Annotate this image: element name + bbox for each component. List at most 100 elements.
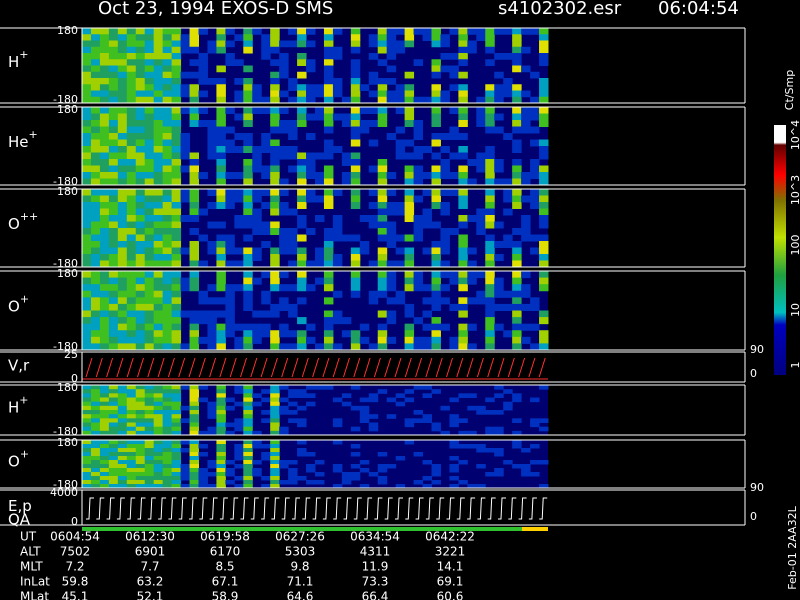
spectrogram-cell (171, 410, 182, 415)
spectrogram-cell (494, 113, 504, 121)
spectrogram-cell (234, 90, 244, 98)
spectrogram-cell (306, 452, 316, 457)
spectrogram-cell (225, 260, 235, 268)
spectrogram-cell (315, 247, 325, 255)
label-main: H (8, 52, 19, 70)
spectrogram-cell (135, 418, 146, 423)
spectrogram-cell (467, 297, 477, 305)
spectrogram-cell (162, 464, 173, 469)
spectrogram-cell (153, 389, 164, 394)
spectrogram-cell (82, 78, 92, 85)
spectrogram-cell (234, 78, 244, 85)
spectrogram-cell (503, 53, 513, 60)
spectrogram-cell (521, 271, 531, 279)
spectrogram-cell (440, 65, 450, 73)
spectrogram-cell (225, 189, 235, 196)
spectrogram-cell (144, 234, 155, 242)
spectrogram-cell (252, 277, 262, 285)
spectrogram-cell (243, 385, 253, 390)
spectrogram-cell (243, 107, 253, 114)
spectrogram-cell (144, 405, 155, 411)
spectrogram-cell (413, 343, 424, 351)
spectrogram-cell (144, 460, 155, 465)
spectrogram-cell (162, 414, 173, 419)
spectrogram-cell (153, 139, 164, 147)
spectrogram-cell (350, 59, 361, 66)
spectrogram-cell (512, 254, 522, 261)
spectrogram-cell (521, 290, 531, 298)
spectrogram-cell (306, 90, 316, 98)
spectrogram-cell (117, 202, 128, 209)
spectrogram-cell (82, 452, 92, 457)
spectrogram-cell (539, 343, 549, 351)
spectrogram-cell (82, 468, 92, 473)
spectrogram-cell (126, 159, 137, 166)
spectrogram-cell (99, 126, 110, 134)
spectrogram-cell (216, 152, 226, 160)
spectrogram-cell (386, 96, 397, 104)
spectrogram-cell (108, 146, 119, 153)
spectrogram-cell (243, 323, 253, 331)
spectrogram-cell (82, 228, 92, 235)
spectrogram-cell (270, 456, 280, 461)
spectrogram-cell (153, 323, 164, 331)
spectrogram-cell (530, 323, 540, 331)
spectrogram-cell (82, 189, 92, 196)
spectrogram-cell (395, 393, 406, 398)
spectrogram-cell (82, 444, 92, 449)
spectrogram-cell (117, 414, 128, 419)
spectrogram-cell (279, 303, 289, 311)
spectrogram-cell (108, 452, 119, 457)
spectrogram-cell (90, 343, 101, 351)
colorbar-tick: 100 (789, 235, 800, 256)
spectrogram-cell (135, 53, 146, 60)
trace (518, 497, 527, 520)
spectrogram-cell (288, 78, 298, 85)
spectrogram-cell (485, 90, 495, 98)
spectrogram-cell (82, 202, 92, 209)
spectrogram-cell (467, 46, 477, 54)
spectrogram-cell (90, 195, 101, 203)
spectrogram-cell (180, 40, 191, 48)
spectrogram-cell (297, 71, 307, 79)
spectrogram-cell (386, 271, 397, 279)
spectrogram-cell (494, 254, 504, 261)
spectrogram-cell (207, 126, 217, 134)
spectrogram-cell (99, 385, 110, 390)
spectrogram-cell (82, 215, 92, 222)
spectrogram-cell (252, 310, 262, 318)
spectrogram-cell (189, 452, 199, 457)
spectrogram-cell (144, 472, 155, 477)
spectrogram-cell (288, 126, 298, 134)
spectrogram-cell (117, 126, 128, 134)
spectrogram-cell (162, 430, 173, 436)
spectrogram-cell (449, 84, 459, 91)
spectrogram-cell (539, 34, 549, 41)
spectrogram-cell (243, 410, 253, 415)
panel-label-2: QA (8, 510, 31, 528)
spectrogram-cell (350, 189, 361, 196)
spectrogram-cell (135, 271, 146, 279)
spectrogram-cell (171, 418, 182, 423)
spectrogram-cell (288, 330, 298, 338)
spectrogram-cell (153, 34, 164, 41)
spectrogram-cell (126, 336, 137, 344)
spectrogram-cell (189, 440, 199, 445)
spectrogram-cell (126, 247, 137, 255)
spectrogram-cell (440, 90, 450, 98)
spectrogram-cell (332, 189, 343, 196)
spectrogram-cell (99, 323, 110, 331)
spectrogram-cell (243, 393, 253, 398)
spectrogram-cell (82, 456, 92, 461)
spectrogram-cell (395, 234, 406, 242)
spectrogram-cell (422, 343, 432, 351)
spectrogram-cell (108, 53, 119, 60)
spectrogram-cell (162, 476, 173, 481)
spectrogram-cell (225, 422, 235, 428)
spectrogram-cell (413, 178, 424, 186)
spectrogram-cell (144, 107, 155, 114)
spectrogram-cell (198, 430, 208, 436)
spectrogram-cell (135, 34, 146, 41)
spectrogram-cell (243, 426, 253, 432)
spectrogram-cell (135, 46, 146, 54)
